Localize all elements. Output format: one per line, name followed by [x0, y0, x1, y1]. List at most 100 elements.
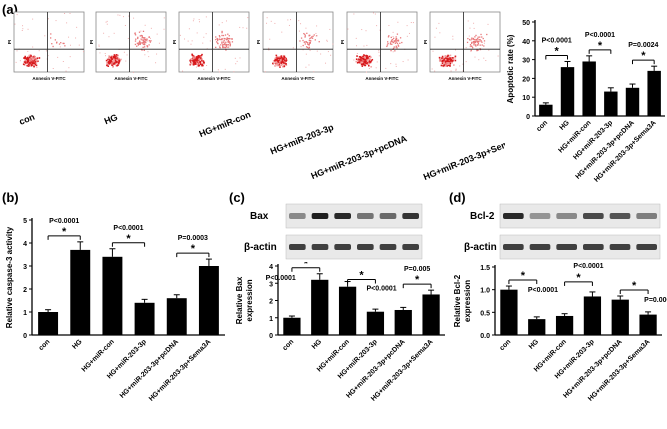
flow-event	[365, 58, 368, 60]
blot-band	[529, 213, 551, 219]
flow-event	[275, 61, 277, 64]
flow-event	[221, 42, 223, 44]
flow-event	[76, 26, 78, 28]
flow-event	[27, 50, 29, 52]
flow-event	[446, 60, 448, 63]
flow-event	[277, 63, 279, 65]
flow-event	[275, 60, 277, 63]
flow-event	[438, 56, 441, 59]
flow-event	[218, 45, 220, 47]
flow-event	[486, 33, 488, 36]
flow-event	[113, 63, 115, 65]
flow-event	[194, 60, 197, 62]
flow-event	[394, 42, 397, 44]
flow-event	[366, 44, 368, 46]
flow-event	[444, 58, 447, 61]
flow-event	[306, 43, 309, 45]
y-tick-label: 4	[269, 264, 273, 271]
flow-event	[305, 27, 307, 29]
flow-event	[473, 38, 475, 41]
flow-event	[470, 51, 472, 53]
blot-band	[503, 244, 524, 250]
flow-event	[195, 61, 197, 63]
flow-event	[50, 33, 52, 35]
flow-event	[197, 61, 200, 63]
flow-event	[142, 46, 144, 49]
flow-event	[118, 59, 121, 62]
x-tick-label: HG+miR-203-3p+Sema3A	[370, 338, 434, 402]
flow-event	[205, 16, 207, 18]
flow-event	[62, 60, 64, 62]
flow-event	[44, 35, 46, 37]
flow-event	[473, 41, 475, 44]
flow-event	[194, 58, 196, 61]
flow-event	[22, 28, 24, 30]
flow-event	[196, 58, 199, 61]
flow-event	[38, 50, 40, 52]
flow-event	[224, 44, 226, 46]
flow-event	[474, 39, 476, 41]
flow-event	[396, 39, 398, 42]
flow-event	[113, 62, 116, 64]
flow-event	[190, 60, 193, 63]
flow-event	[197, 65, 200, 67]
flow-plot-frame	[13, 11, 85, 73]
flow-event	[32, 59, 34, 62]
flow-event	[478, 39, 480, 41]
flow-event	[138, 31, 141, 33]
flow-event	[308, 44, 310, 46]
flow-plot-frame	[429, 11, 501, 73]
flow-event	[156, 33, 158, 35]
flow-event	[75, 37, 77, 39]
flow-event	[451, 58, 453, 61]
flow-event	[222, 34, 225, 37]
y-tick-label: 0	[269, 333, 273, 340]
flow-event	[389, 43, 392, 45]
bar	[539, 104, 553, 116]
bar	[604, 91, 618, 116]
flow-event	[35, 58, 37, 60]
x-tick-label: HG+miR-203-3p+pcDNA	[345, 338, 406, 399]
flow-event	[224, 38, 226, 40]
flow-event	[281, 31, 283, 33]
flow-event	[275, 65, 277, 67]
flow-event	[444, 62, 446, 65]
flow-event	[475, 44, 477, 46]
flow-x-axis-label: Annexin V-FITC	[114, 76, 148, 81]
flow-event	[447, 55, 450, 58]
flow-event	[410, 22, 412, 24]
flow-event	[35, 64, 38, 67]
flow-event	[483, 42, 485, 44]
flow-event	[300, 37, 303, 39]
flow-event	[390, 36, 392, 39]
flow-event	[280, 55, 283, 57]
flow-event	[138, 41, 140, 44]
flow-event	[395, 46, 397, 48]
flow-event	[192, 20, 194, 22]
flow-event	[209, 40, 211, 42]
flow-event	[30, 54, 32, 57]
flow-event	[24, 55, 27, 58]
blot-band	[636, 244, 657, 250]
significance-star: *	[359, 270, 364, 282]
x-tick-label: HG+miR-203-3p+pcDNA	[119, 338, 180, 399]
y-tick-label: 30	[522, 58, 530, 65]
flow-event	[361, 29, 363, 31]
bar	[394, 309, 412, 335]
flow-event	[470, 39, 472, 41]
flow-event	[110, 55, 112, 57]
flow-event	[394, 40, 396, 43]
flow-event	[368, 55, 371, 58]
flow-event	[109, 61, 112, 64]
flow-event	[305, 53, 307, 55]
flow-event	[290, 19, 292, 21]
flow-event	[217, 69, 219, 71]
flow-event	[363, 55, 366, 57]
x-tick-label: HG	[559, 119, 572, 132]
significance-star: *	[521, 270, 526, 282]
flow-plot-frame	[178, 11, 250, 73]
actin-blot-label-c: β-actin	[244, 242, 277, 253]
panel-label-c: (c)	[229, 190, 245, 205]
flow-event	[36, 59, 38, 62]
